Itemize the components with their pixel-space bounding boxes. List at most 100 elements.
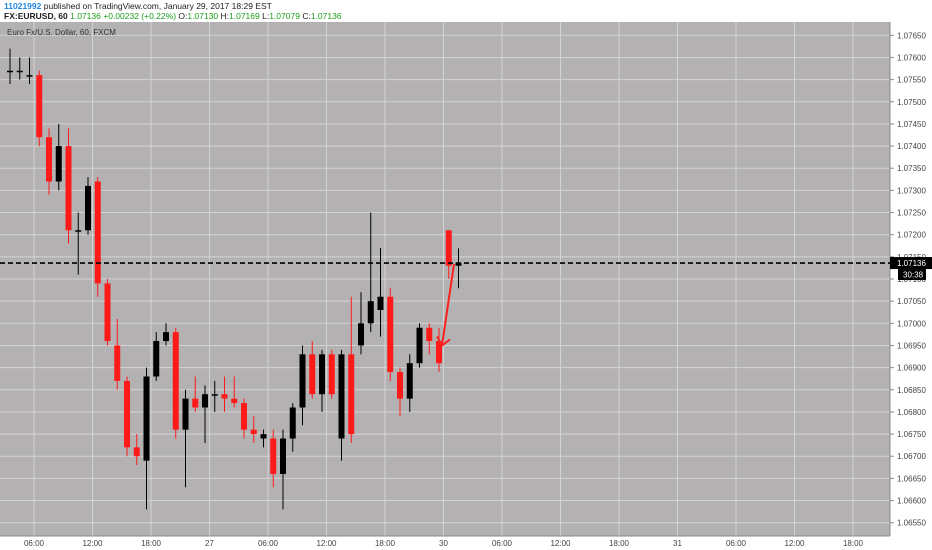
candle-body xyxy=(26,75,33,77)
candle-body xyxy=(65,146,72,231)
candle-body xyxy=(85,185,91,231)
candle-up xyxy=(163,323,169,346)
publish-info: 11021992 published on TradingView.com, J… xyxy=(4,1,272,11)
candle-up xyxy=(416,323,423,368)
x-tick-label: 06:00 xyxy=(24,539,45,548)
y-tick-label: 1.07450 xyxy=(897,120,926,129)
y-tick-label: 1.06850 xyxy=(897,386,926,395)
low-value: 1.07079 xyxy=(269,11,300,21)
low-label: L: xyxy=(262,11,270,21)
candle-up xyxy=(299,345,306,426)
candle-down xyxy=(94,177,101,297)
candle-body xyxy=(397,372,403,399)
x-tick-label: 12:00 xyxy=(82,539,103,548)
chart-header: 11021992 published on TradingView.com, J… xyxy=(0,0,932,22)
candle-body xyxy=(202,394,208,408)
candle-body xyxy=(328,354,335,395)
last-price: 1.07136 xyxy=(70,11,101,21)
candle-down xyxy=(241,398,247,439)
candle-body xyxy=(416,327,423,364)
candle-body xyxy=(436,341,442,364)
candle-body xyxy=(250,429,257,435)
close-label: C: xyxy=(302,11,311,21)
price-change: +0.00232 (+0.22%) xyxy=(103,11,177,21)
candle-body xyxy=(445,230,452,266)
candle-down xyxy=(270,429,277,488)
candle-up xyxy=(406,354,413,412)
candle-body xyxy=(153,341,160,377)
candle-down xyxy=(46,128,52,195)
y-tick-label: 1.07200 xyxy=(897,231,926,240)
y-tick-label: 1.07000 xyxy=(897,319,926,328)
candle-up xyxy=(7,48,13,85)
grid xyxy=(0,22,890,536)
close-value: 1.07136 xyxy=(310,11,342,21)
x-ticks: 06:00 12:00 18:00 27 06:00 12:00 18:00 30 06:00 1… xyxy=(24,539,864,548)
candle-body xyxy=(260,434,267,439)
high-label: H: xyxy=(220,11,230,21)
y-tick-label: 1.07550 xyxy=(897,76,926,85)
symbol-info: FX:EURUSD, 60 1.07136 +0.00232 (+0.22%) … xyxy=(4,11,342,21)
candle-down xyxy=(65,128,72,244)
y-tick-label: 1.07350 xyxy=(897,164,926,173)
candle-down xyxy=(192,376,199,412)
y-tick-label: 1.06950 xyxy=(897,341,926,350)
candle-body xyxy=(124,380,130,448)
candle-down xyxy=(221,376,228,412)
time-axis[interactable] xyxy=(0,536,932,550)
candle-up xyxy=(289,403,296,452)
candle-body xyxy=(143,376,150,461)
candle-up xyxy=(358,292,364,355)
candle-up xyxy=(16,57,23,80)
countdown-tag xyxy=(898,269,926,281)
x-tick-label: 06:00 xyxy=(726,539,747,548)
annotation-arrow-head xyxy=(436,335,451,347)
candle-body xyxy=(133,447,140,457)
y-tick-label: 1.07650 xyxy=(897,31,926,40)
symbol-label: FX:EURUSD, 60 xyxy=(4,11,68,21)
y-tick-label: 1.07250 xyxy=(897,209,926,218)
candle-body xyxy=(270,438,277,474)
candle-up xyxy=(280,429,286,510)
publisher-id[interactable]: 11021992 xyxy=(4,1,42,11)
candle-down xyxy=(387,287,394,381)
candle-up xyxy=(260,429,267,448)
candle-down xyxy=(133,434,140,466)
y-tick-label: 1.07500 xyxy=(897,98,926,107)
x-tick-label: 12:00 xyxy=(316,539,337,548)
candle-body xyxy=(46,137,52,182)
candle-body xyxy=(182,398,189,430)
x-tick-label: 31 xyxy=(673,539,682,548)
candle-up xyxy=(182,389,189,488)
y-tick-label: 1.06600 xyxy=(897,497,926,506)
candle-body xyxy=(348,354,355,435)
candle-down xyxy=(231,376,238,408)
overlays: 1.07136 30:38 xyxy=(0,257,932,347)
candle-down xyxy=(114,318,121,390)
candle-down xyxy=(445,230,452,279)
chart-title: Euro Fx/U.S. Dollar, 60, FXCM xyxy=(7,28,116,37)
candle-body xyxy=(75,230,82,232)
x-tick-label: 06:00 xyxy=(492,539,513,548)
candle-body xyxy=(7,70,13,73)
countdown-tag-label: 30:38 xyxy=(903,271,924,280)
candle-down xyxy=(348,296,355,443)
candle-up xyxy=(75,212,82,275)
candle-body xyxy=(280,438,286,474)
candle-up xyxy=(202,385,208,443)
candle-body xyxy=(114,345,121,381)
candle-body xyxy=(94,181,101,284)
candle-up xyxy=(26,57,33,85)
candle-down xyxy=(104,279,111,346)
candle-body xyxy=(387,296,394,373)
x-tick-label: 30 xyxy=(439,539,448,548)
candle-body xyxy=(358,323,364,346)
annotation-arrow-shaft xyxy=(441,263,455,346)
candle-body xyxy=(299,354,306,408)
candle-down xyxy=(328,349,335,399)
x-tick-label: 12:00 xyxy=(550,539,571,548)
candle-body xyxy=(163,332,169,342)
candle-up xyxy=(367,212,374,333)
x-tick-label: 18:00 xyxy=(609,539,630,548)
